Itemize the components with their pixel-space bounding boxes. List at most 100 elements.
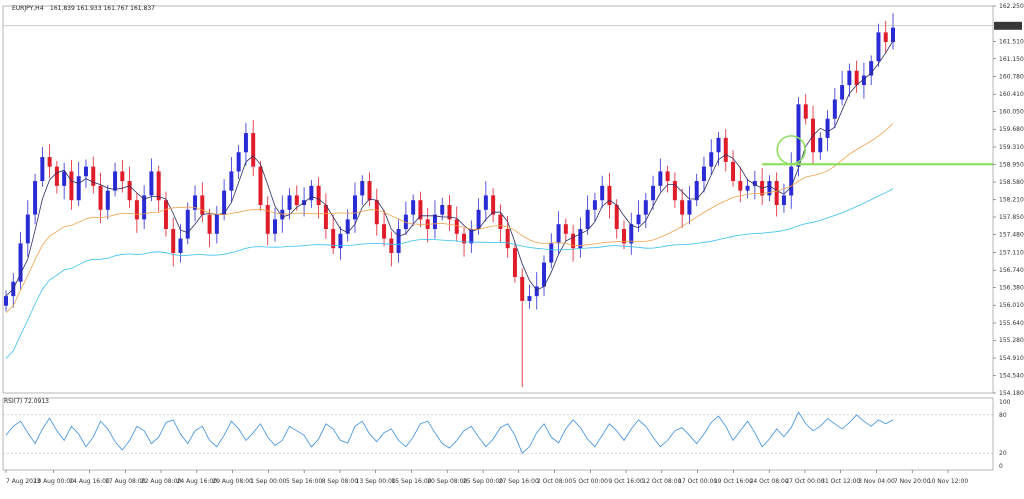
candle-body bbox=[462, 233, 467, 244]
candle-body bbox=[18, 243, 23, 282]
candle-body bbox=[891, 27, 895, 42]
y-tick-label: 156.740 bbox=[999, 267, 1024, 274]
candle-body bbox=[345, 219, 350, 234]
candle-body bbox=[658, 171, 663, 186]
y-tick-label: 161.150 bbox=[999, 56, 1024, 63]
candle-body bbox=[803, 104, 808, 119]
circle-annotation bbox=[776, 135, 807, 165]
candle-body bbox=[98, 185, 103, 210]
candle-body bbox=[585, 209, 590, 229]
y-tick-label: 154.540 bbox=[999, 373, 1024, 380]
x-tick-label: 7 Aug 2023 bbox=[6, 478, 41, 485]
candle-body bbox=[796, 104, 801, 167]
candle-body bbox=[687, 200, 692, 215]
candle-body bbox=[403, 214, 408, 229]
candle-body bbox=[243, 133, 248, 153]
x-tick-label: 31 Oct 12:00 bbox=[821, 478, 860, 485]
x-tick-label: 22 Aug 08:00 bbox=[141, 478, 182, 485]
candle-body bbox=[840, 85, 845, 100]
candle-body bbox=[171, 228, 176, 253]
candle-body bbox=[876, 32, 881, 62]
candle-body bbox=[331, 228, 336, 249]
candle-body bbox=[382, 224, 387, 239]
candle-body bbox=[614, 205, 619, 229]
current-price-tag bbox=[994, 21, 1022, 30]
current-price-label: 161.837 bbox=[996, 23, 1021, 30]
candle-body bbox=[280, 209, 285, 220]
x-tick-label: 5 Oct 00:00 bbox=[573, 478, 608, 485]
x-tick-label: 15 Sep 16:00 bbox=[391, 478, 431, 485]
candle-body bbox=[389, 238, 394, 253]
candle-body bbox=[120, 171, 125, 182]
candle-body bbox=[832, 99, 837, 119]
rsi-label: RSI(7) 72.0913 bbox=[4, 398, 49, 405]
candle-body bbox=[178, 238, 183, 253]
candle-body bbox=[149, 171, 154, 196]
candle-body bbox=[273, 219, 278, 234]
y-tick-label: 159.310 bbox=[999, 144, 1024, 151]
candle-body bbox=[738, 181, 743, 191]
candle-body bbox=[672, 181, 677, 201]
x-tick-label: 9 Oct 16:00 bbox=[608, 478, 643, 485]
candle-body bbox=[701, 166, 706, 182]
candle-body bbox=[294, 195, 299, 206]
rsi-tick-label: 80 bbox=[999, 412, 1007, 419]
candle-body bbox=[193, 195, 198, 210]
y-tick-label: 156.380 bbox=[999, 284, 1024, 291]
candle-body bbox=[512, 248, 517, 277]
candle-body bbox=[91, 166, 96, 186]
candle-body bbox=[592, 200, 597, 210]
candle-body bbox=[629, 224, 634, 244]
x-tick-label: 27 Sep 16:00 bbox=[499, 478, 539, 485]
x-tick-label: 29 Aug 08:00 bbox=[212, 478, 253, 485]
candle-body bbox=[774, 181, 779, 206]
candle-body bbox=[352, 195, 357, 220]
candle-body bbox=[265, 205, 270, 234]
candle-body bbox=[752, 181, 757, 186]
y-tick-label: 158.950 bbox=[999, 161, 1024, 168]
y-tick-label: 158.210 bbox=[999, 197, 1024, 204]
x-tick-label: 25 Sep 00:00 bbox=[463, 478, 503, 485]
ma-slow-line bbox=[5, 188, 894, 359]
x-tick-label: 17 Oct 00:00 bbox=[678, 478, 717, 485]
rsi-frame bbox=[2, 397, 994, 471]
ma-mid-line bbox=[5, 123, 894, 314]
candle-body bbox=[454, 219, 459, 234]
candle-body bbox=[556, 224, 561, 244]
candle-body bbox=[520, 276, 525, 301]
candle-body bbox=[127, 181, 132, 201]
y-tick-label: 155.640 bbox=[999, 320, 1024, 327]
candle-body bbox=[498, 214, 503, 229]
candle-body bbox=[214, 214, 219, 234]
candle-body bbox=[534, 286, 539, 297]
candle-body bbox=[432, 214, 437, 229]
candle-body bbox=[665, 171, 670, 182]
x-tick-label: 10 Aug 00:00 bbox=[34, 478, 75, 485]
candle-body bbox=[491, 195, 496, 215]
y-tick-label: 159.680 bbox=[999, 126, 1024, 133]
candle-body bbox=[745, 185, 750, 191]
x-tick-label: 24 Aug 16:00 bbox=[177, 478, 218, 485]
candle-body bbox=[207, 214, 212, 234]
candle-body bbox=[4, 296, 8, 306]
candle-body bbox=[367, 181, 372, 201]
candle-body bbox=[440, 205, 445, 215]
candle-body bbox=[25, 214, 30, 244]
x-tick-label: 27 Oct 00:00 bbox=[785, 478, 824, 485]
x-tick-label: 24 Oct 08:00 bbox=[750, 478, 789, 485]
candle-body bbox=[113, 171, 118, 191]
candle-body bbox=[789, 166, 794, 196]
candle-body bbox=[76, 176, 81, 201]
x-tick-label: 2 Oct 08:00 bbox=[537, 478, 572, 485]
candle-body bbox=[883, 32, 888, 42]
rsi-tick-label: 0 bbox=[999, 463, 1003, 470]
candle-body bbox=[309, 185, 314, 201]
candle-body bbox=[825, 118, 830, 138]
candle-body bbox=[854, 70, 859, 86]
y-tick-label: 154.910 bbox=[999, 355, 1024, 362]
candle-body bbox=[651, 185, 656, 201]
candle-body bbox=[251, 133, 256, 167]
candle-body bbox=[694, 181, 699, 201]
